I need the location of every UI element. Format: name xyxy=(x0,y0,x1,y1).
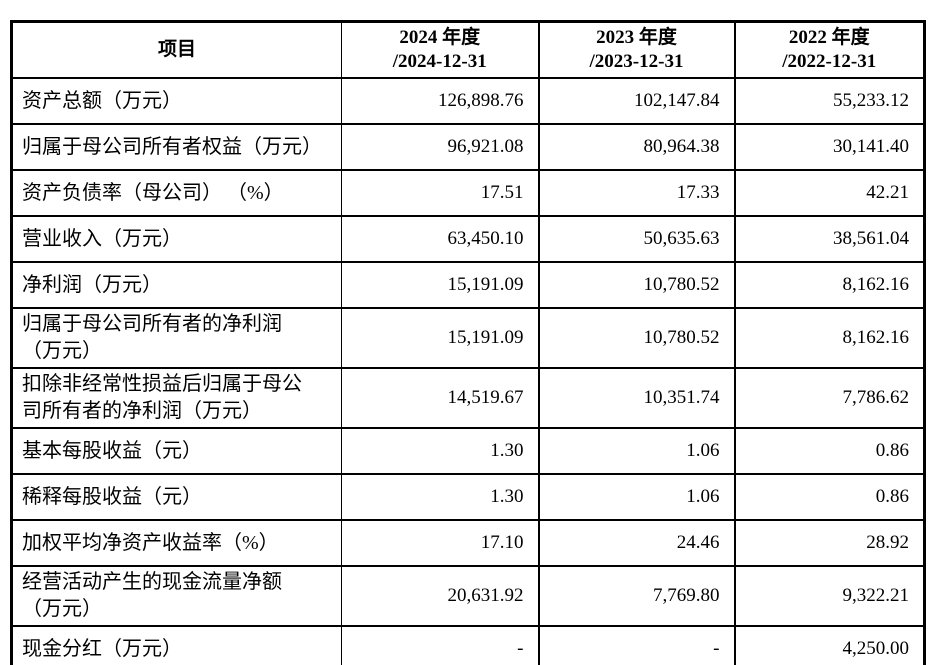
cell-value: 10,351.74 xyxy=(537,367,735,428)
column-header: 2022 年度 /2022-12-31 xyxy=(733,20,925,78)
cell-value: 15,191.09 xyxy=(341,261,539,308)
row-label: 营业收入（万元） xyxy=(11,215,342,262)
table-row: 营业收入（万元） 63,450.10 50,635.63 38,561.04 xyxy=(11,215,925,262)
column-header: 2023 年度 /2023-12-31 xyxy=(537,20,735,78)
cell-value: 10,780.52 xyxy=(537,307,735,368)
table-body: 资产总额（万元） 126,898.76 102,147.84 55,233.12 归属于… xyxy=(11,77,925,665)
table-row: 经营活动产生的现金流量净额 （万元） 20,631.92 7,769.80 9,322… xyxy=(11,565,925,626)
row-label: 扣除非经常性损益后归属于母公 司所有者的净利润（万元） xyxy=(11,367,342,428)
row-label: 归属于母公司所有者权益（万元） xyxy=(11,123,342,170)
row-label: 基本每股收益（元） xyxy=(11,427,342,474)
cell-value: 8,162.16 xyxy=(733,307,925,368)
table-row: 加权平均净资产收益率（%） 17.10 24.46 28.92 xyxy=(11,519,925,566)
cell-value: 14,519.67 xyxy=(341,367,539,428)
cell-value: 50,635.63 xyxy=(537,215,735,262)
cell-value: 0.86 xyxy=(733,473,925,520)
table-row: 归属于母公司所有者权益（万元） 96,921.08 80,964.38 30,141.… xyxy=(11,123,925,170)
cell-value: 38,561.04 xyxy=(733,215,925,262)
cell-value: 42.21 xyxy=(733,169,925,216)
cell-value: 1.06 xyxy=(537,427,735,474)
table-row: 扣除非经常性损益后归属于母公 司所有者的净利润（万元） 14,519.67 10,3… xyxy=(11,367,925,428)
cell-value: 1.30 xyxy=(341,427,539,474)
table-row: 资产负债率（母公司） （%） 17.51 17.33 42.21 xyxy=(11,169,925,216)
row-label: 净利润（万元） xyxy=(11,261,342,308)
cell-value: 1.30 xyxy=(341,473,539,520)
table-row: 稀释每股收益（元） 1.30 1.06 0.86 xyxy=(11,473,925,520)
row-label: 经营活动产生的现金流量净额 （万元） xyxy=(11,565,342,626)
cell-value: 96,921.08 xyxy=(341,123,539,170)
financial-data-table: 项目 2024 年度 /2024-12-31 2023 年度 /2023-12-31… xyxy=(10,20,926,665)
row-label: 加权平均净资产收益率（%） xyxy=(11,519,342,566)
column-header: 2024 年度 /2024-12-31 xyxy=(341,20,539,78)
table-row: 净利润（万元） 15,191.09 10,780.52 8,162.16 xyxy=(11,261,925,308)
cell-value: 7,769.80 xyxy=(537,565,735,626)
row-label: 资产负债率（母公司） （%） xyxy=(11,169,342,216)
cell-value: 20,631.92 xyxy=(341,565,539,626)
column-header: 项目 xyxy=(11,20,342,78)
cell-value: 126,898.76 xyxy=(341,77,539,124)
cell-value: 80,964.38 xyxy=(537,123,735,170)
cell-value: 17.10 xyxy=(341,519,539,566)
table-row: 资产总额（万元） 126,898.76 102,147.84 55,233.12 xyxy=(11,77,925,124)
cell-value: 17.51 xyxy=(341,169,539,216)
cell-value: - xyxy=(537,625,735,665)
cell-value: 55,233.12 xyxy=(733,77,925,124)
cell-value: 15,191.09 xyxy=(341,307,539,368)
cell-value: 28.92 xyxy=(733,519,925,566)
cell-value: 63,450.10 xyxy=(341,215,539,262)
cell-value: 7,786.62 xyxy=(733,367,925,428)
row-label: 现金分红（万元） xyxy=(11,625,342,665)
cell-value: 24.46 xyxy=(537,519,735,566)
cell-value: 102,147.84 xyxy=(537,77,735,124)
cell-value: 30,141.40 xyxy=(733,123,925,170)
row-label: 资产总额（万元） xyxy=(11,77,342,124)
cell-value: 0.86 xyxy=(733,427,925,474)
cell-value: 17.33 xyxy=(537,169,735,216)
row-label: 稀释每股收益（元） xyxy=(11,473,342,520)
cell-value: - xyxy=(341,625,539,665)
table-row: 基本每股收益（元） 1.30 1.06 0.86 xyxy=(11,427,925,474)
cell-value: 8,162.16 xyxy=(733,261,925,308)
table-row: 现金分红（万元） - -4,250.00 xyxy=(11,625,925,665)
row-label: 归属于母公司所有者的净利润 （万元） xyxy=(11,307,342,368)
cell-value: 1.06 xyxy=(537,473,735,520)
cell-value: 9,322.21 xyxy=(733,565,925,626)
cell-value: 4,250.00 xyxy=(733,625,925,665)
table-row: 归属于母公司所有者的净利润 （万元） 15,191.09 10,780.52 8,16… xyxy=(11,307,925,368)
table-header-row: 项目 2024 年度 /2024-12-31 2023 年度 /2023-12-31… xyxy=(11,20,925,78)
cell-value: 10,780.52 xyxy=(537,261,735,308)
